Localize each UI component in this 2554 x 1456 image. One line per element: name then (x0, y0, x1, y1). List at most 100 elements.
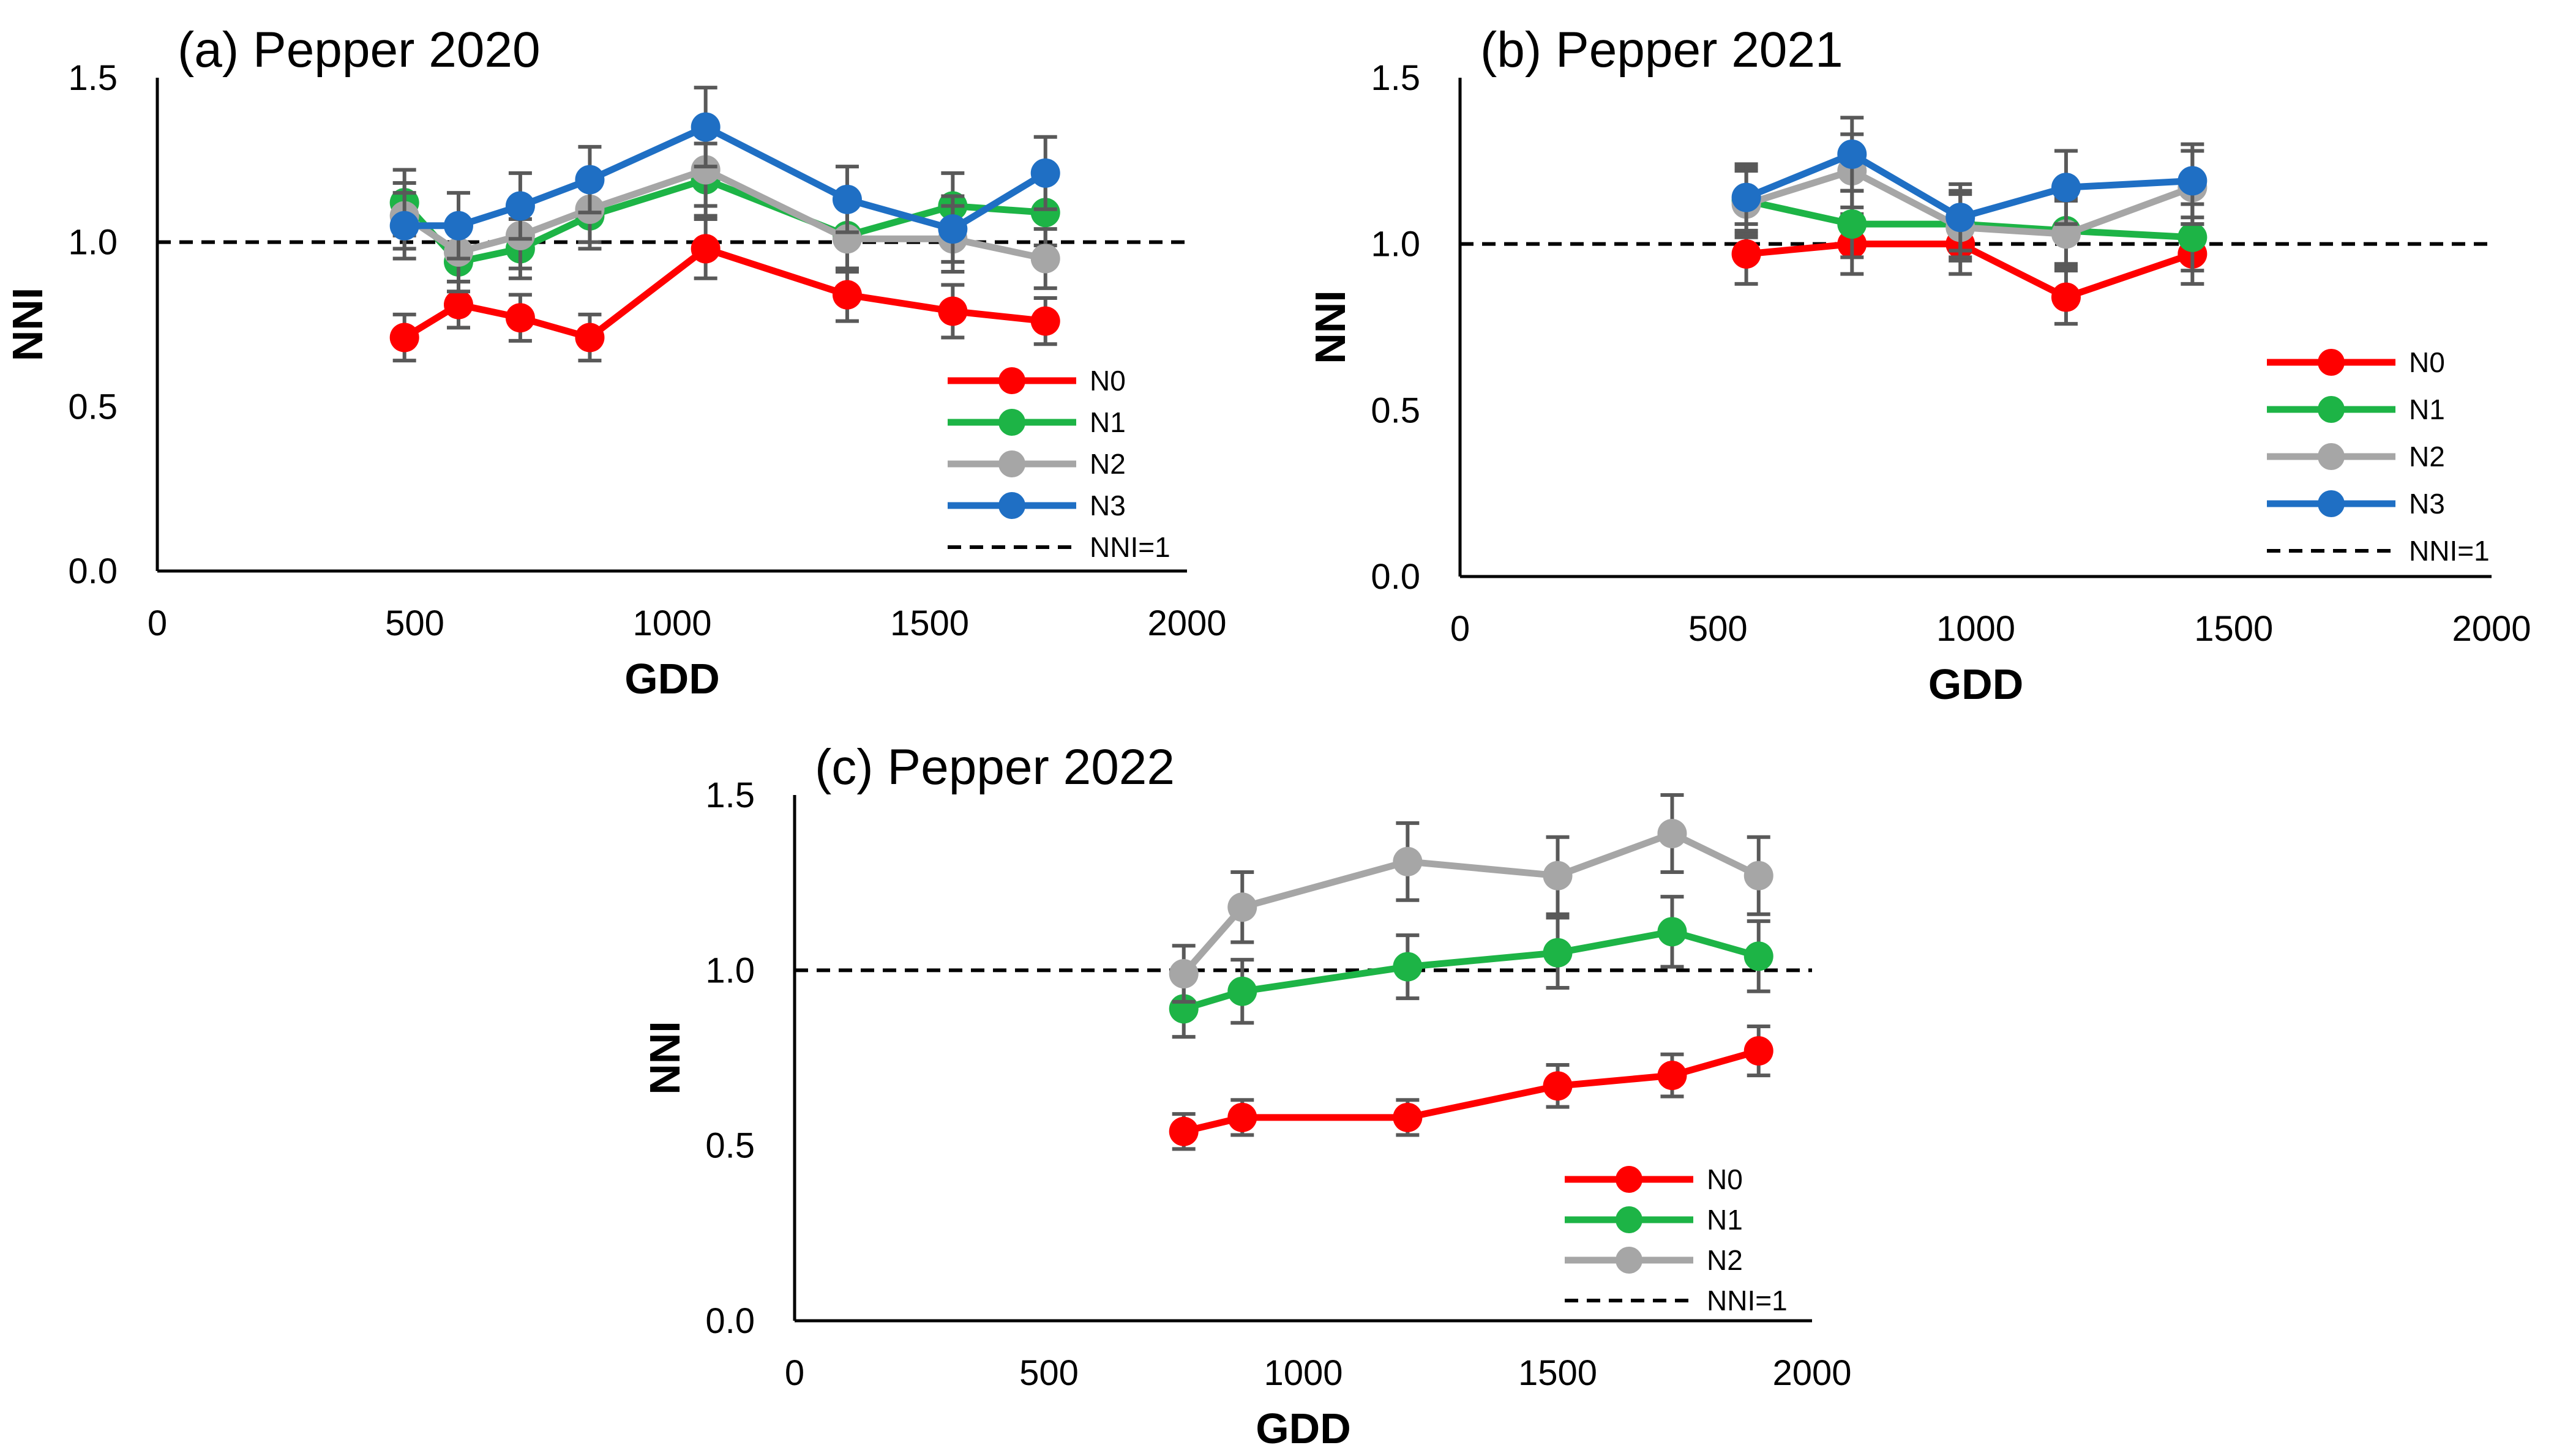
data-point-n2 (1030, 244, 1060, 274)
y-tick-label: 1.5 (68, 58, 118, 98)
data-point-n1 (1393, 952, 1423, 982)
chart-panel-3: 0.0 0.5 1.0 1.5 0 500 1000 1500 2000 (c) Pepper 2… (641, 739, 1852, 1452)
data-point-n2 (1743, 861, 1773, 890)
legend-label: NNI=1 (1090, 531, 1170, 563)
x-tick-label: 0 (1450, 609, 1470, 649)
x-tick-label: 500 (1019, 1353, 1079, 1393)
data-point-n1 (1030, 198, 1060, 228)
x-tick-label: 1500 (1518, 1353, 1597, 1393)
legend-label: N1 (2409, 394, 2445, 425)
y-tick-label: 1.0 (68, 223, 118, 263)
legend-marker-n3 (2318, 490, 2345, 517)
data-point-n3 (1030, 158, 1060, 188)
x-tick-label: 500 (385, 603, 444, 643)
legend-label: N0 (1707, 1163, 1743, 1195)
x-axis-title: GDD (1928, 660, 2024, 708)
series-n0 (1169, 1024, 1773, 1151)
legend-marker-n2 (998, 450, 1025, 477)
legend-label: N2 (2409, 441, 2445, 472)
series-n3 (1731, 116, 2208, 253)
data-point-n0 (1543, 1071, 1573, 1101)
legend-marker-n2 (2318, 443, 2345, 470)
x-tick-label: 2000 (2452, 609, 2531, 649)
legend-marker-n1 (1616, 1206, 1642, 1233)
chart-panel-1: 0.0 0.5 1.0 1.5 0 500 1000 1500 2000 (a) Pepper 2… (4, 22, 1227, 703)
data-point-n0 (1169, 1116, 1199, 1146)
data-point-n2 (1657, 818, 1687, 848)
x-tick-label: 0 (785, 1353, 804, 1393)
x-axis-title: GDD (1256, 1405, 1351, 1452)
legend-marker-n1 (998, 409, 1025, 436)
y-tick-label: 0.5 (68, 387, 118, 427)
data-point-n3 (2051, 173, 2081, 203)
data-point-n0 (389, 323, 419, 353)
legend-label: N2 (1090, 448, 1126, 480)
x-tick-label: 1500 (890, 603, 969, 643)
chart-title: (b) Pepper 2021 (1480, 22, 1843, 78)
chart-title: (a) Pepper 2020 (178, 22, 541, 78)
legend: N0 N1 N2 NNI=1 (1565, 1163, 1788, 1316)
data-point-n2 (691, 155, 721, 185)
data-point-n3 (1945, 203, 1975, 233)
series-line-n2 (1181, 830, 1761, 976)
series-n2 (1169, 793, 1773, 1004)
x-axis-title: GDD (624, 655, 720, 703)
legend-label: N0 (1090, 365, 1126, 397)
data-point-n0 (2051, 282, 2081, 312)
y-tick-label: 1.5 (705, 775, 755, 815)
y-tick-label: 1.0 (705, 950, 755, 990)
data-point-n3 (938, 214, 968, 244)
x-tick-label: 1000 (1264, 1353, 1343, 1393)
data-point-n0 (1030, 306, 1060, 336)
data-point-n2 (2051, 219, 2081, 249)
data-point-n0 (443, 289, 473, 319)
data-point-n3 (832, 184, 862, 214)
data-point-n0 (1227, 1102, 1257, 1132)
legend-marker-n1 (2318, 396, 2345, 423)
data-point-n3 (2178, 166, 2208, 196)
y-axis-title: NNI (641, 1021, 689, 1095)
data-point-n3 (389, 211, 419, 241)
data-point-n0 (1657, 1061, 1687, 1091)
x-tick-label: 2000 (1772, 1353, 1851, 1393)
y-axis-title: NNI (1306, 290, 1354, 364)
data-point-n0 (1731, 239, 1761, 269)
legend-label: NNI=1 (2409, 535, 2490, 567)
y-tick-label: 0.5 (705, 1126, 755, 1166)
legend-marker-n2 (1616, 1247, 1642, 1274)
series-n0 (389, 217, 1060, 363)
data-point-n0 (1743, 1036, 1773, 1066)
data-point-n0 (1393, 1102, 1423, 1132)
data-point-n2 (1169, 959, 1199, 989)
data-point-n0 (938, 296, 968, 326)
y-tick-label: 0.0 (68, 551, 118, 591)
legend-marker-n0 (1616, 1166, 1642, 1193)
data-point-n2 (1543, 861, 1573, 890)
data-point-n3 (443, 211, 473, 241)
data-point-n0 (832, 280, 862, 310)
chart-title: (c) Pepper 2022 (815, 739, 1175, 795)
y-tick-label: 0.0 (1371, 557, 1420, 597)
data-point-n1 (1837, 209, 1867, 239)
legend-label: N1 (1090, 406, 1126, 438)
x-tick-label: 1500 (2194, 609, 2273, 649)
data-point-n1 (1657, 917, 1687, 947)
data-point-n0 (505, 303, 535, 333)
x-tick-label: 1000 (1936, 609, 2015, 649)
x-tick-label: 500 (1688, 609, 1748, 649)
chart-panel-2: 0.0 0.5 1.0 1.5 0 500 1000 1500 2000 (b) Pepper 2… (1306, 22, 2531, 708)
legend-label: N1 (1707, 1204, 1743, 1236)
y-tick-label: 0.0 (705, 1301, 755, 1341)
data-point-n0 (575, 323, 605, 353)
data-point-n1 (2178, 222, 2208, 252)
legend-label: NNI=1 (1707, 1285, 1788, 1316)
series-n3 (389, 86, 1060, 264)
legend: N0 N1 N2 N3 NNI=1 (948, 365, 1170, 563)
legend-marker-n3 (998, 492, 1025, 519)
legend-label: N2 (1707, 1244, 1743, 1276)
legend-label: N0 (2409, 346, 2445, 378)
legend: N0 N1 N2 N3 NNI=1 (2267, 346, 2490, 567)
data-point-n0 (691, 234, 721, 264)
legend-label: N3 (2409, 488, 2445, 520)
